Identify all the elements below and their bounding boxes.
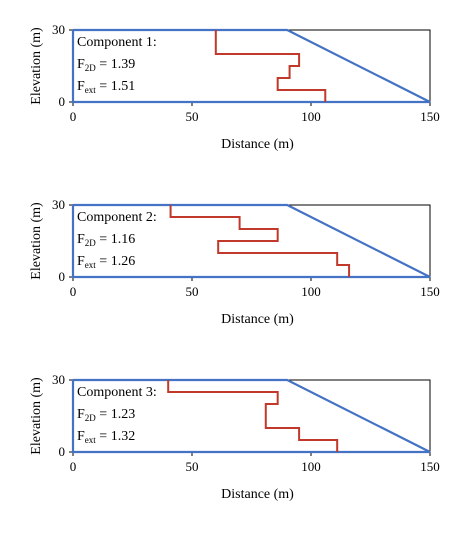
chart-svg-3: 0 30 0 50 100 150 Distance (m) Elevation (m) Com… bbox=[29, 372, 440, 502]
slip-surface-line bbox=[169, 205, 351, 277]
x-axis-label: Distance (m) bbox=[221, 312, 294, 327]
x-tick-label: 150 bbox=[420, 459, 440, 474]
slope-profile-line bbox=[71, 378, 431, 454]
component-label: Component 1: bbox=[77, 35, 157, 50]
x-tick-label: 150 bbox=[420, 109, 440, 124]
f2d-factor-label: F2D = 1.39 bbox=[77, 57, 135, 73]
x-tick-label: 0 bbox=[70, 459, 77, 474]
y-tick-label: 30 bbox=[52, 22, 65, 37]
y-axis-label: Elevation (m) bbox=[29, 377, 44, 455]
fext-factor-label: Fext = 1.32 bbox=[77, 429, 135, 445]
f2d-factor-label: F2D = 1.16 bbox=[77, 232, 135, 248]
component-label: Component 2: bbox=[77, 210, 157, 225]
chart-svg-2: 0 30 0 50 100 150 Distance (m) Elevation (m) Com… bbox=[29, 197, 440, 327]
x-axis-label: Distance (m) bbox=[221, 137, 294, 152]
y-tick-label: 0 bbox=[59, 94, 66, 109]
y-axis-label: Elevation (m) bbox=[29, 202, 44, 280]
y-tick-label: 30 bbox=[52, 197, 65, 212]
fext-factor-label: Fext = 1.26 bbox=[77, 254, 135, 270]
x-tick-label: 0 bbox=[70, 109, 77, 124]
x-tick-label: 100 bbox=[301, 284, 321, 299]
f2d-factor-label: F2D = 1.23 bbox=[77, 407, 135, 423]
chart-panel-1: 0 30 0 50 100 150 Distance (m) Elevation (m) Com… bbox=[0, 15, 474, 185]
slip-surface-line bbox=[167, 380, 339, 452]
x-tick-label: 0 bbox=[70, 284, 77, 299]
slope-profile-line bbox=[71, 203, 431, 279]
chart-panel-3: 0 30 0 50 100 150 Distance (m) Elevation (m) Com… bbox=[0, 365, 474, 535]
slip-surface-line bbox=[214, 30, 327, 102]
y-tick-label: 0 bbox=[59, 269, 66, 284]
y-tick-label: 30 bbox=[52, 372, 65, 387]
x-tick-label: 100 bbox=[301, 459, 321, 474]
x-tick-label: 50 bbox=[186, 459, 199, 474]
x-tick-label: 100 bbox=[301, 109, 321, 124]
x-tick-label: 50 bbox=[186, 109, 199, 124]
x-axis-label: Distance (m) bbox=[221, 487, 294, 502]
x-tick-label: 150 bbox=[420, 284, 440, 299]
component-label: Component 3: bbox=[77, 385, 157, 400]
y-axis-label: Elevation (m) bbox=[29, 27, 44, 105]
y-tick-label: 0 bbox=[59, 444, 66, 459]
x-tick-label: 50 bbox=[186, 284, 199, 299]
chart-panel-2: 0 30 0 50 100 150 Distance (m) Elevation (m) Com… bbox=[0, 190, 474, 360]
fext-factor-label: Fext = 1.51 bbox=[77, 79, 135, 95]
chart-svg-1: 0 30 0 50 100 150 Distance (m) Elevation (m) Com… bbox=[29, 22, 440, 152]
